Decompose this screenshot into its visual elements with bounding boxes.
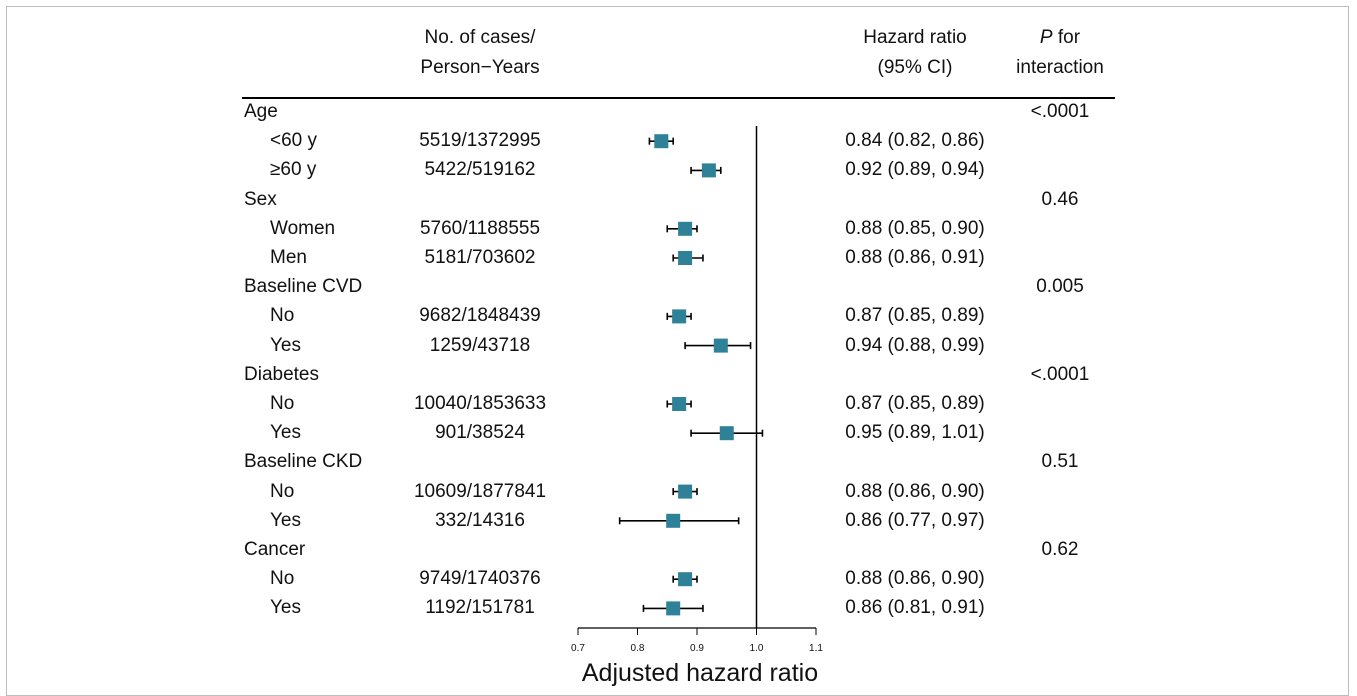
hr-point-marker [666, 513, 681, 528]
subgroup-label: Women [270, 217, 336, 239]
x-tick-label: 0.9 [690, 643, 704, 654]
hazard-ratio-text: 0.86 (0.81, 0.91) [845, 597, 985, 619]
subgroup-label: Yes [270, 334, 301, 356]
hazard-ratio-text: 0.94 (0.88, 0.99) [845, 334, 985, 356]
hr-header-line2: (95% CI) [877, 57, 953, 78]
subgroup-label: No [270, 480, 295, 502]
x-tick-label: 1.0 [750, 643, 764, 654]
hr-point-marker [678, 484, 693, 499]
subgroup-label: Yes [270, 597, 301, 619]
cases-value: 5181/703602 [424, 247, 536, 268]
cases-value: 332/14316 [435, 509, 525, 531]
group-label: Baseline CVD [244, 276, 363, 298]
p-interaction-value: 0.005 [1036, 276, 1084, 298]
cases-value: 10609/1877841 [413, 480, 547, 502]
hr-point-marker [672, 309, 687, 324]
cases-header-line1: No. of cases/ [424, 27, 536, 48]
hazard-ratio-text: 0.92 (0.89, 0.94) [845, 159, 985, 181]
subgroup-label: <60 y [270, 130, 318, 152]
cases-header-line2: Person−Years [420, 57, 540, 78]
hr-point-marker [719, 426, 734, 441]
hr-header: Hazard ratio (95% CI) [800, 23, 1030, 83]
cases-header: No. of cases/ Person−Years [380, 23, 580, 83]
hr-point-marker [701, 163, 716, 178]
cases-value: 9682/1848439 [419, 305, 541, 327]
cases-value: 901/38524 [435, 422, 525, 444]
cases-value: 5519/1372995 [419, 130, 541, 152]
subgroup-label: No [270, 393, 295, 414]
p-interaction-value: 0.51 [1041, 451, 1079, 473]
hazard-ratio-text: 0.88 (0.85, 0.90) [845, 217, 985, 239]
subgroup-label: Men [270, 247, 307, 268]
hr-point-marker [713, 338, 728, 353]
group-label: Diabetes [244, 363, 319, 385]
hazard-ratio-text: 0.87 (0.85, 0.89) [845, 305, 985, 327]
group-label: Cancer [244, 539, 306, 560]
hazard-ratio-text: 0.88 (0.86, 0.90) [845, 480, 985, 502]
hr-point-marker [654, 134, 669, 149]
hazard-ratio-text: 0.86 (0.77, 0.97) [845, 509, 985, 531]
hr-header-line1: Hazard ratio [863, 27, 967, 48]
hr-point-marker [666, 601, 681, 616]
p-interaction-value: 0.46 [1041, 188, 1079, 210]
p-interaction-value: <.0001 [1030, 363, 1090, 385]
hr-point-marker [678, 572, 693, 587]
p-interaction-value: <.0001 [1030, 101, 1090, 122]
cases-value: 1259/43718 [429, 334, 531, 356]
p-header-line1: P for [1039, 27, 1081, 48]
hr-point-marker [672, 397, 687, 411]
subgroup-label: Yes [270, 422, 301, 444]
cases-value: 5422/519162 [424, 159, 536, 181]
x-tick-label: 0.8 [631, 643, 645, 654]
hr-point-marker [678, 221, 693, 236]
subgroup-label: ≥60 y [270, 159, 317, 181]
subgroup-label: No [270, 568, 295, 590]
subgroup-label: Yes [270, 509, 301, 531]
cases-value: 9749/1740376 [419, 568, 541, 590]
cases-value: 5760/1188555 [419, 217, 541, 239]
p-interaction-value: 0.62 [1041, 539, 1079, 560]
hazard-ratio-text: 0.88 (0.86, 0.90) [845, 568, 985, 590]
cases-value: 10040/1853633 [413, 393, 547, 414]
x-tick-label: 1.1 [809, 643, 823, 654]
cases-value: 1192/151781 [425, 597, 535, 619]
group-label: Age [244, 101, 278, 122]
x-axis-label: Adjusted hazard ratio [581, 659, 819, 687]
group-label: Baseline CKD [244, 451, 363, 473]
hr-point-marker [678, 251, 693, 265]
x-tick-label: 0.7 [571, 643, 585, 654]
p-header-line2: interaction [1016, 57, 1104, 78]
group-label: Sex [244, 188, 277, 210]
hazard-ratio-text: 0.95 (0.89, 1.01) [845, 422, 985, 444]
p-interaction-header: P for interaction [1010, 23, 1110, 83]
subgroup-label: No [270, 305, 295, 327]
hazard-ratio-text: 0.87 (0.85, 0.89) [845, 393, 985, 414]
hazard-ratio-text: 0.88 (0.86, 0.91) [845, 247, 985, 268]
hazard-ratio-text: 0.84 (0.82, 0.86) [845, 130, 985, 152]
